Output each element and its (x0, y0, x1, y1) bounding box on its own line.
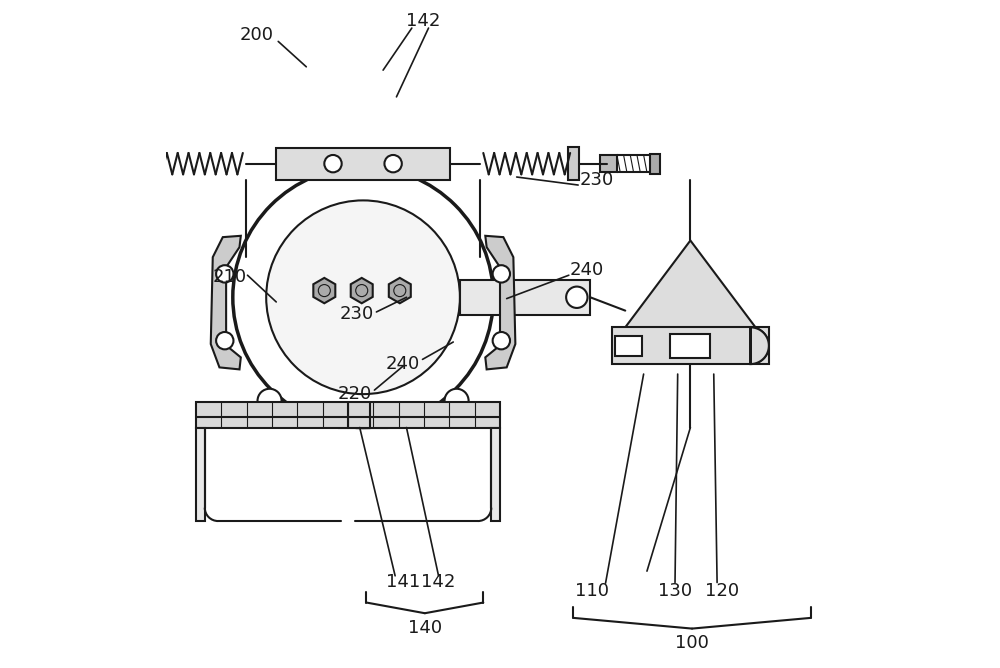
Bar (196, 402, 500, 428)
Circle shape (566, 287, 588, 308)
Text: 100: 100 (675, 635, 709, 652)
Bar (568, 147, 579, 180)
Circle shape (216, 332, 233, 349)
Text: 130: 130 (658, 582, 692, 599)
Circle shape (356, 285, 368, 297)
Polygon shape (351, 278, 373, 303)
Bar (66, 154, 76, 174)
Bar (491, 428, 500, 521)
Circle shape (394, 285, 406, 297)
Bar (147, 147, 158, 180)
Circle shape (216, 265, 233, 283)
Polygon shape (211, 236, 241, 369)
Text: 140: 140 (408, 619, 442, 637)
Text: 142: 142 (421, 574, 456, 591)
Bar (615, 335, 642, 356)
Text: 120: 120 (705, 582, 739, 599)
Circle shape (445, 389, 469, 413)
Text: 220: 220 (337, 385, 372, 403)
Text: 240: 240 (570, 261, 604, 279)
Circle shape (324, 155, 342, 172)
Text: 210: 210 (212, 269, 247, 286)
Text: 240: 240 (386, 355, 420, 373)
Circle shape (493, 332, 510, 349)
Text: 230: 230 (339, 305, 374, 323)
Circle shape (266, 200, 460, 394)
Bar (460, 280, 590, 315)
Text: 110: 110 (575, 582, 609, 599)
Text: 142: 142 (406, 13, 440, 30)
Text: 200: 200 (239, 26, 273, 43)
Text: 230: 230 (580, 172, 614, 189)
Bar (650, 154, 660, 174)
Polygon shape (750, 327, 769, 364)
Circle shape (384, 155, 402, 172)
Polygon shape (313, 278, 335, 303)
Bar (600, 155, 617, 172)
Circle shape (258, 389, 282, 413)
Polygon shape (625, 240, 756, 327)
Circle shape (493, 265, 510, 283)
Polygon shape (389, 278, 411, 303)
Bar (196, 428, 205, 521)
Bar (109, 155, 126, 172)
Bar (276, 148, 450, 180)
Polygon shape (485, 236, 515, 369)
Bar (670, 334, 710, 357)
Circle shape (233, 167, 493, 428)
Bar (612, 327, 769, 364)
Circle shape (318, 285, 330, 297)
Text: 141: 141 (386, 574, 420, 591)
